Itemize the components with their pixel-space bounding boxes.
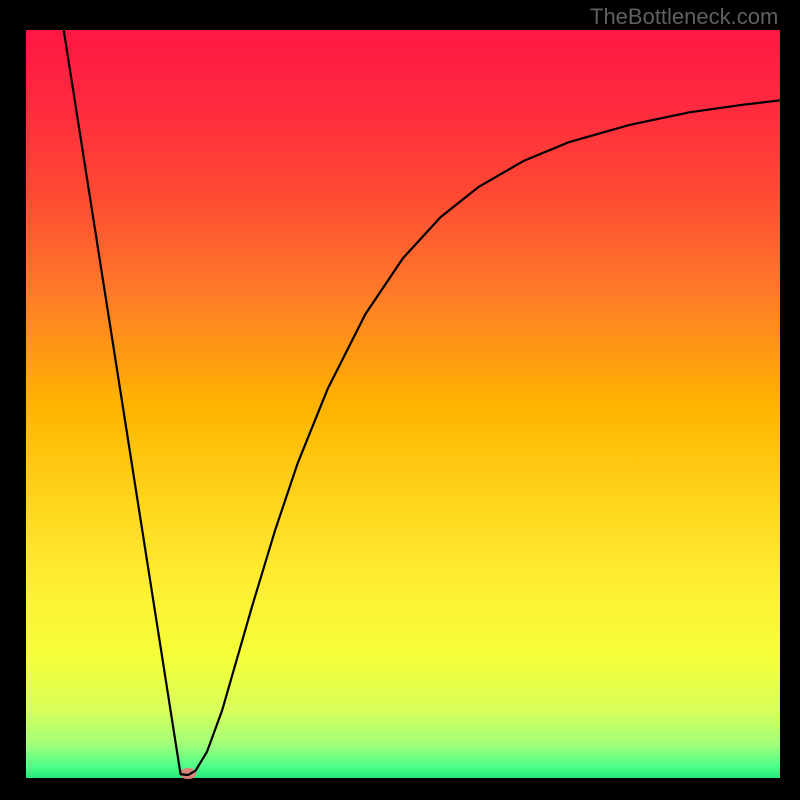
curve-layer xyxy=(26,30,780,778)
bottleneck-chart: TheBottleneck.com xyxy=(0,0,800,800)
attribution-text: TheBottleneck.com xyxy=(590,4,778,30)
bottleneck-curve xyxy=(64,30,780,775)
plot-area xyxy=(26,30,780,778)
